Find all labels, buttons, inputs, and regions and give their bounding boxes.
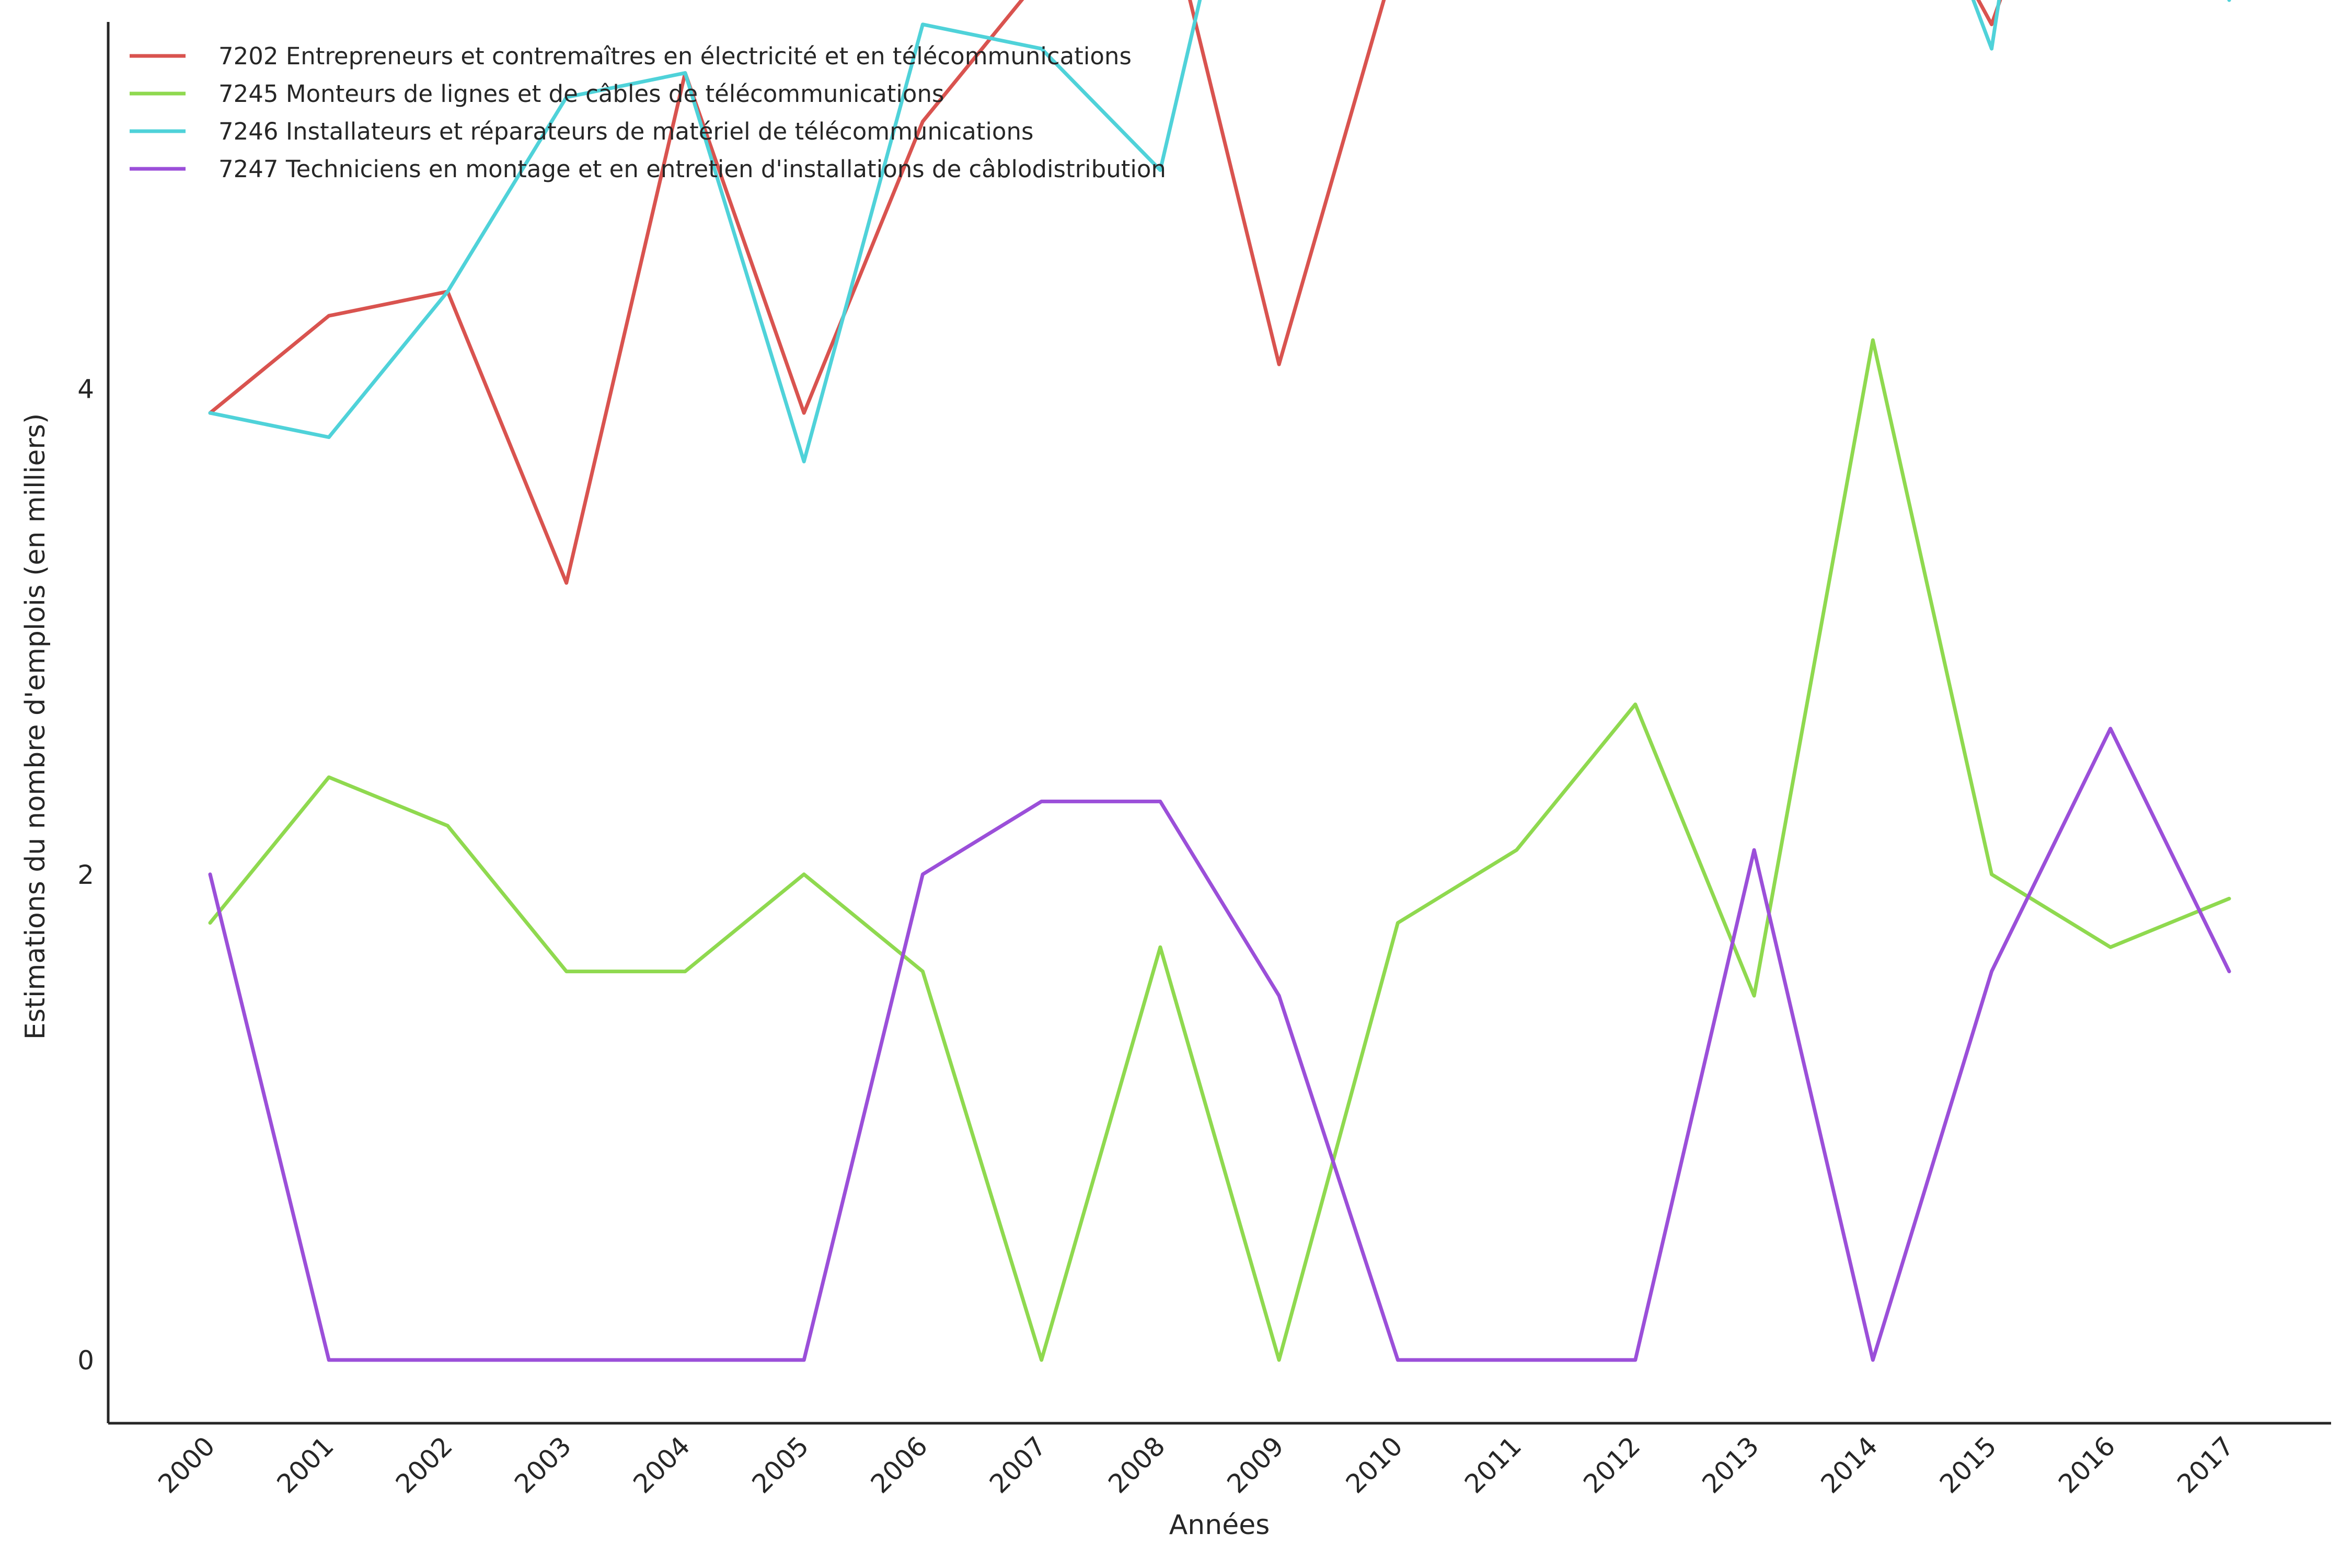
x-ticks: 2000 2001 2002 2003 2004 2005 2006 2007 2008 2009… <box>152 1431 2240 1499</box>
legend: 7202 Entrepreneurs et contremaîtres en é… <box>130 42 1166 183</box>
x-tick-label: 2009 <box>1221 1431 1290 1499</box>
x-tick-label: 2007 <box>984 1431 1052 1499</box>
x-tick-label: 2017 <box>2171 1431 2240 1499</box>
series-lines <box>208 0 2231 1362</box>
y-tick-label: 0 <box>77 1345 94 1376</box>
x-tick-label: 2011 <box>1459 1431 1527 1499</box>
series-line-7247 <box>208 727 2231 1362</box>
series-line-7202 <box>208 0 2002 585</box>
y-axis-label: Estimations du nombre d'emplois (en mill… <box>20 413 51 1040</box>
legend-label: 7245 Monteurs de lignes et de câbles de … <box>218 80 944 108</box>
x-axis-label: Années <box>1169 1509 1270 1541</box>
y-tick-label: 2 <box>77 860 94 890</box>
x-tick-label: 2003 <box>509 1431 577 1499</box>
legend-label: 7247 Techniciens en montage et en entret… <box>218 155 1166 183</box>
x-tick-label: 2013 <box>1697 1431 1765 1499</box>
x-tick-label: 2001 <box>271 1431 340 1499</box>
y-tick-label: 4 <box>77 374 94 405</box>
axes <box>107 22 2331 1425</box>
x-tick-label: 2014 <box>1815 1431 1884 1499</box>
y-ticks: 0246810 <box>77 374 94 1376</box>
series-line-7246 <box>208 0 2231 464</box>
legend-label: 7246 Installateurs et réparateurs de mat… <box>218 118 1033 145</box>
legend-label: 7202 Entrepreneurs et contremaîtres en é… <box>218 42 1132 70</box>
x-tick-label: 2005 <box>746 1431 815 1499</box>
x-tick-label: 2002 <box>390 1431 458 1499</box>
x-tick-label: 2012 <box>1577 1431 1646 1499</box>
x-tick-label: 2000 <box>152 1431 221 1499</box>
x-tick-label: 2004 <box>627 1431 696 1499</box>
x-tick-label: 2015 <box>1934 1431 2002 1499</box>
x-tick-label: 2016 <box>2053 1431 2121 1499</box>
x-tick-label: 2008 <box>1102 1431 1171 1499</box>
series-line-7245 <box>208 338 2231 1362</box>
x-tick-label: 2010 <box>1340 1431 1409 1499</box>
x-tick-label: 2006 <box>865 1431 933 1499</box>
